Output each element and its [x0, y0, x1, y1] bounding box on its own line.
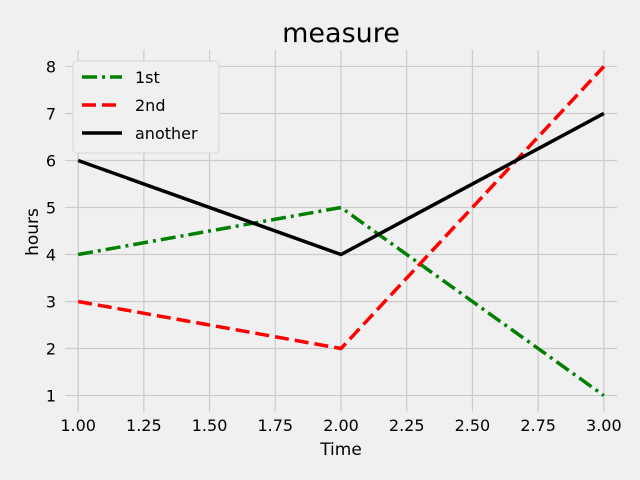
legend-items: 1st 2nd another — [82, 68, 198, 143]
y-axis-ticks: 1 2 3 4 5 6 7 8 — [46, 57, 56, 405]
chart-title: measure — [282, 18, 400, 49]
x-tick-label: 1.75 — [257, 416, 293, 435]
y-tick-label: 5 — [46, 198, 56, 217]
x-axis-ticks: 1.00 1.25 1.50 1.75 2.00 2.25 2.50 2.75 3.00 — [60, 416, 621, 435]
y-axis-label: hours — [23, 208, 43, 256]
y-tick-label: 7 — [46, 104, 56, 123]
series-line-0 — [77, 205, 605, 397]
x-tick-label: 2.75 — [520, 416, 556, 435]
legend-label: another — [135, 124, 198, 143]
legend-label: 1st — [135, 68, 160, 87]
series-lines — [77, 65, 606, 397]
y-tick-label: 2 — [46, 340, 56, 359]
legend-box — [72, 60, 220, 154]
x-tick-label: 1.50 — [192, 416, 228, 435]
y-tick-label: 4 — [46, 246, 56, 265]
legend: 1st 2nd another — [72, 60, 220, 154]
x-tick-label: 1.00 — [60, 416, 96, 435]
y-tick-label: 1 — [46, 387, 56, 406]
x-tick-label: 3.00 — [586, 416, 622, 435]
x-axis-label: Time — [319, 440, 362, 460]
y-tick-label: 3 — [46, 293, 56, 312]
y-tick-label: 8 — [46, 57, 56, 76]
legend-label: 2nd — [135, 96, 165, 115]
x-tick-label: 2.50 — [455, 416, 491, 435]
x-tick-label: 1.25 — [126, 416, 162, 435]
x-tick-label: 2.25 — [389, 416, 425, 435]
y-tick-label: 6 — [46, 151, 56, 170]
series-line-2 — [77, 111, 605, 257]
x-tick-label: 2.00 — [323, 416, 359, 435]
